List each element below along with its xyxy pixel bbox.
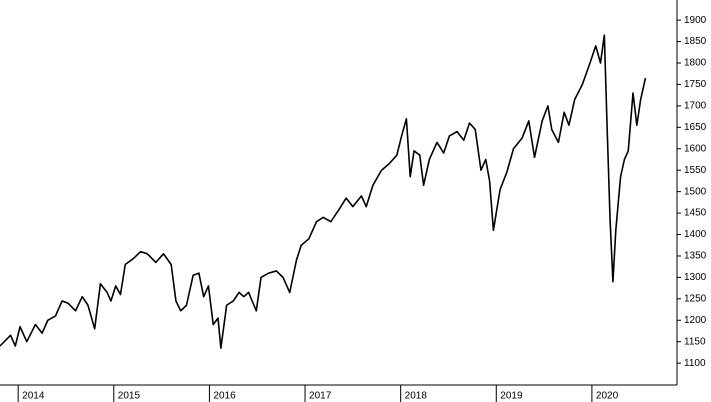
x-tick-label: 2017	[309, 391, 332, 402]
x-tick-label: 2019	[500, 391, 523, 402]
x-tick-label: 2018	[405, 391, 428, 402]
y-tick-label: 1100	[684, 358, 706, 369]
y-tick-label: 1750	[684, 79, 707, 90]
y-tick-label: 1150	[684, 336, 706, 347]
x-tick-label: 2016	[213, 391, 236, 402]
y-tick-label: 1200	[684, 315, 707, 326]
price-line	[0, 34, 647, 349]
y-tick-label: 1850	[684, 36, 707, 47]
y-tick-label: 1300	[684, 272, 707, 283]
y-tick-label: 1550	[684, 165, 707, 176]
x-tick-label: 2020	[596, 391, 619, 402]
y-tick-label: 1350	[684, 251, 707, 262]
y-tick-label: 1450	[684, 208, 707, 219]
y-tick-label: 1600	[684, 143, 707, 154]
y-tick-label: 1650	[684, 122, 707, 133]
y-tick-label: 1800	[684, 58, 707, 69]
y-tick-label: 1250	[684, 293, 707, 304]
y-tick-label: 1500	[684, 186, 707, 197]
y-tick-label: 1700	[684, 101, 707, 112]
y-tick-label: 1400	[684, 229, 707, 240]
y-tick-label: 1900	[684, 15, 707, 26]
x-tick-label: 2014	[22, 391, 45, 402]
x-tick-label: 2015	[118, 391, 141, 402]
